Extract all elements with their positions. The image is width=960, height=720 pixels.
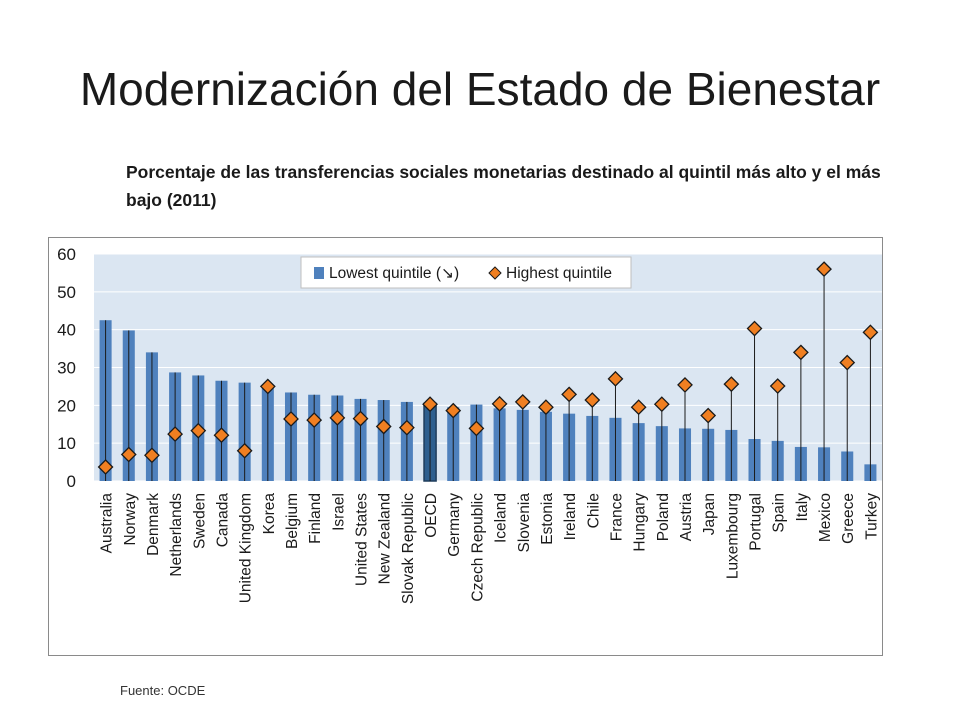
x-tick-label: Slovenia [516,493,533,553]
diamond-highest-quintile [792,344,809,361]
y-tick-label: 60 [57,245,76,264]
chart-frame: 0 10 20 30 40 50 60 Australia Norway Denmark Nethe… [48,237,883,656]
diamond-highest-quintile [816,261,832,278]
legend-diamond-highest [488,266,502,280]
x-tick-label: Estonia [539,493,556,545]
diamond-highest-quintile [120,446,137,463]
diamond-highest-quintile [213,427,230,444]
y-tick-label: 10 [57,434,76,453]
y-tick-label: 20 [57,396,76,415]
diamond-highest-quintile [236,442,253,459]
x-tick-label: Sweden [191,493,208,549]
x-tick-label: Belgium [284,493,301,549]
chart-subtitle: Porcentaje de las transferencias sociale… [126,162,881,210]
legend-label-highest: Highest quintile [506,265,612,282]
x-tick-label: Luxembourg [724,493,741,579]
diamond-highest-quintile [190,422,207,439]
x-tick-label: New Zealand [377,493,394,584]
diamond-highest-quintile [445,402,462,419]
diamond-highest-quintile [306,412,323,429]
diamond-highest-quintile [630,399,647,416]
diamond-highest-quintile [329,409,346,426]
x-tick-label: Greece [840,493,857,544]
x-tick-label: Japan [701,493,718,535]
diamond-highest-quintile [677,376,693,393]
diamond-highest-quintile [839,354,856,371]
diamond-highest-quintile [352,410,369,427]
y-tick-label: 40 [57,321,76,340]
x-tick-label: Israel [330,493,347,531]
x-tick-label: Finland [307,493,324,544]
x-tick-label: Czech Republic [469,493,486,602]
x-tick-label: Korea [261,493,278,535]
diamond-highest-quintile [538,399,554,416]
y-tick-label: 50 [57,283,76,302]
diamond-highest-quintile [398,419,415,436]
diamond-highest-quintile [653,396,670,413]
diamond-highest-quintile [283,411,299,427]
diamond-highest-quintile [422,396,438,413]
x-tick-label: Norway [122,493,139,546]
y-tick-label: 30 [57,359,76,378]
diamond-highest-quintile [97,459,114,475]
diamond-highest-quintile [769,378,786,394]
slide-title: Modernización del Estado de Bienestar [79,63,881,115]
x-tick-label: Canada [214,493,231,548]
x-tick-label: Spain [771,493,788,533]
x-tick-label: Ireland [562,493,579,540]
diamond-highest-quintile [561,386,578,403]
x-tick-label: Australia [99,493,116,554]
x-tick-label: Germany [446,493,463,557]
legend-swatch-lowest [314,267,324,279]
x-tick-label: Austria [678,493,695,542]
diamond-highest-quintile [167,426,184,443]
diamond-highest-quintile [723,376,740,393]
x-tick-label: Poland [655,493,672,541]
diamond-highest-quintile [468,420,485,437]
legend-label-lowest: Lowest quintile (↘) [329,265,459,282]
source-note: Fuente: OCDE [120,683,206,698]
x-tick-label: OECD [423,493,440,538]
diamond-highest-quintile [584,392,601,408]
x-tick-label: Denmark [145,493,162,556]
x-tick-label: Slovak Republic [400,493,417,604]
diamond-highest-quintile [491,395,508,412]
chart-svg: 0 10 20 30 40 50 60 Australia Norway Denmark Nethe… [57,245,882,604]
x-tick-label: United States [354,493,371,586]
x-tick-label: Italy [794,493,811,522]
x-tick-label: United Kingdom [238,493,255,603]
x-tick-label: Turkey [863,493,880,540]
diamond-highest-quintile [746,320,763,337]
diamond-highest-quintile [514,394,531,410]
x-tick-label: France [608,493,625,541]
diamond-highest-quintile [259,378,276,395]
x-tick-label: Iceland [493,493,510,543]
x-tick-label: Chile [585,493,602,528]
y-tick-label: 0 [67,472,76,491]
diamond-highest-quintile [375,418,392,435]
legend-box [300,256,632,289]
diamond-highest-quintile [700,407,717,424]
x-tick-label: Netherlands [168,493,185,577]
diamond-highest-quintile [144,447,160,464]
diamond-highest-quintile [607,370,624,387]
x-tick-label: Hungary [632,493,649,552]
diamond-highest-quintile [862,324,879,341]
x-tick-label: Mexico [817,493,834,542]
x-tick-label: Portugal [748,493,765,551]
